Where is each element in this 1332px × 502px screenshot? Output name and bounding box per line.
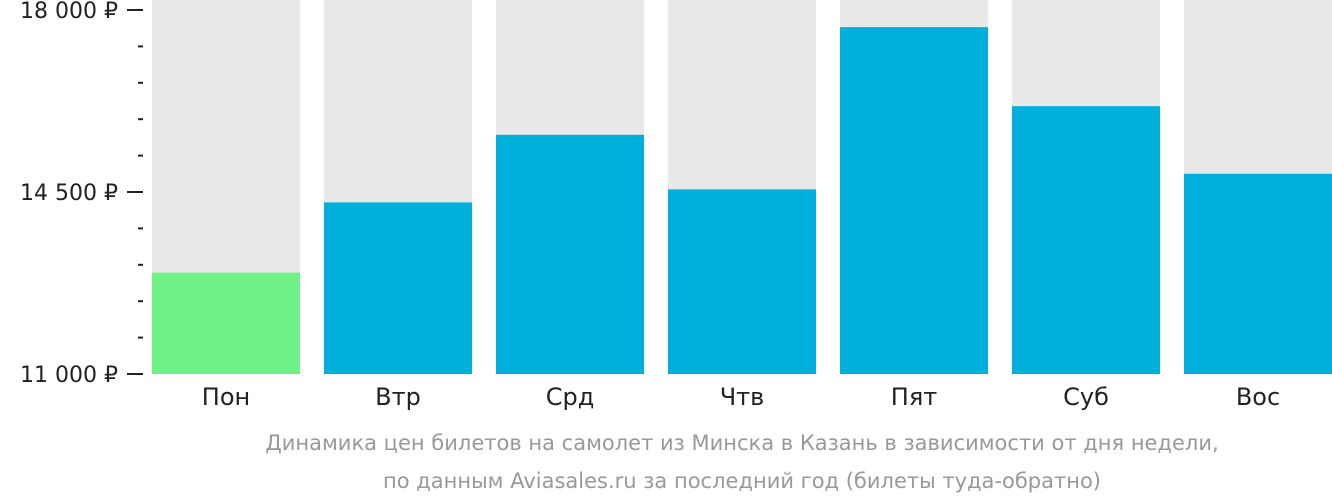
x-tick-label: Срд xyxy=(546,383,595,411)
y-tick-label: 18 000 ₽ xyxy=(20,0,118,24)
x-tick-label: Вос xyxy=(1236,383,1280,411)
bar-1 xyxy=(152,272,300,374)
x-tick-label: Пят xyxy=(891,383,937,411)
x-tick-label: Пон xyxy=(202,383,250,411)
bar-4 xyxy=(668,189,816,374)
bar-chart: Пон Втр Срд Чтв Пят Суб Вос 18 000 ₽ 14 500 ₽ 11 … xyxy=(20,0,1332,411)
chart-caption-line1: Динамика цен билетов на самолет из Минск… xyxy=(265,431,1219,455)
x-tick-label: Чтв xyxy=(720,383,765,411)
bar-2 xyxy=(324,202,472,374)
chart-caption-line2: по данным Aviasales.ru за последний год … xyxy=(383,469,1101,493)
y-tick-label: 11 000 ₽ xyxy=(20,363,118,388)
bar-7 xyxy=(1184,173,1332,374)
y-tick-label: 14 500 ₽ xyxy=(20,181,118,206)
bar-3 xyxy=(496,134,644,374)
bar-6 xyxy=(1012,106,1160,374)
x-tick-label: Втр xyxy=(375,383,421,411)
bar-5 xyxy=(840,27,988,374)
x-tick-label: Суб xyxy=(1063,383,1109,411)
